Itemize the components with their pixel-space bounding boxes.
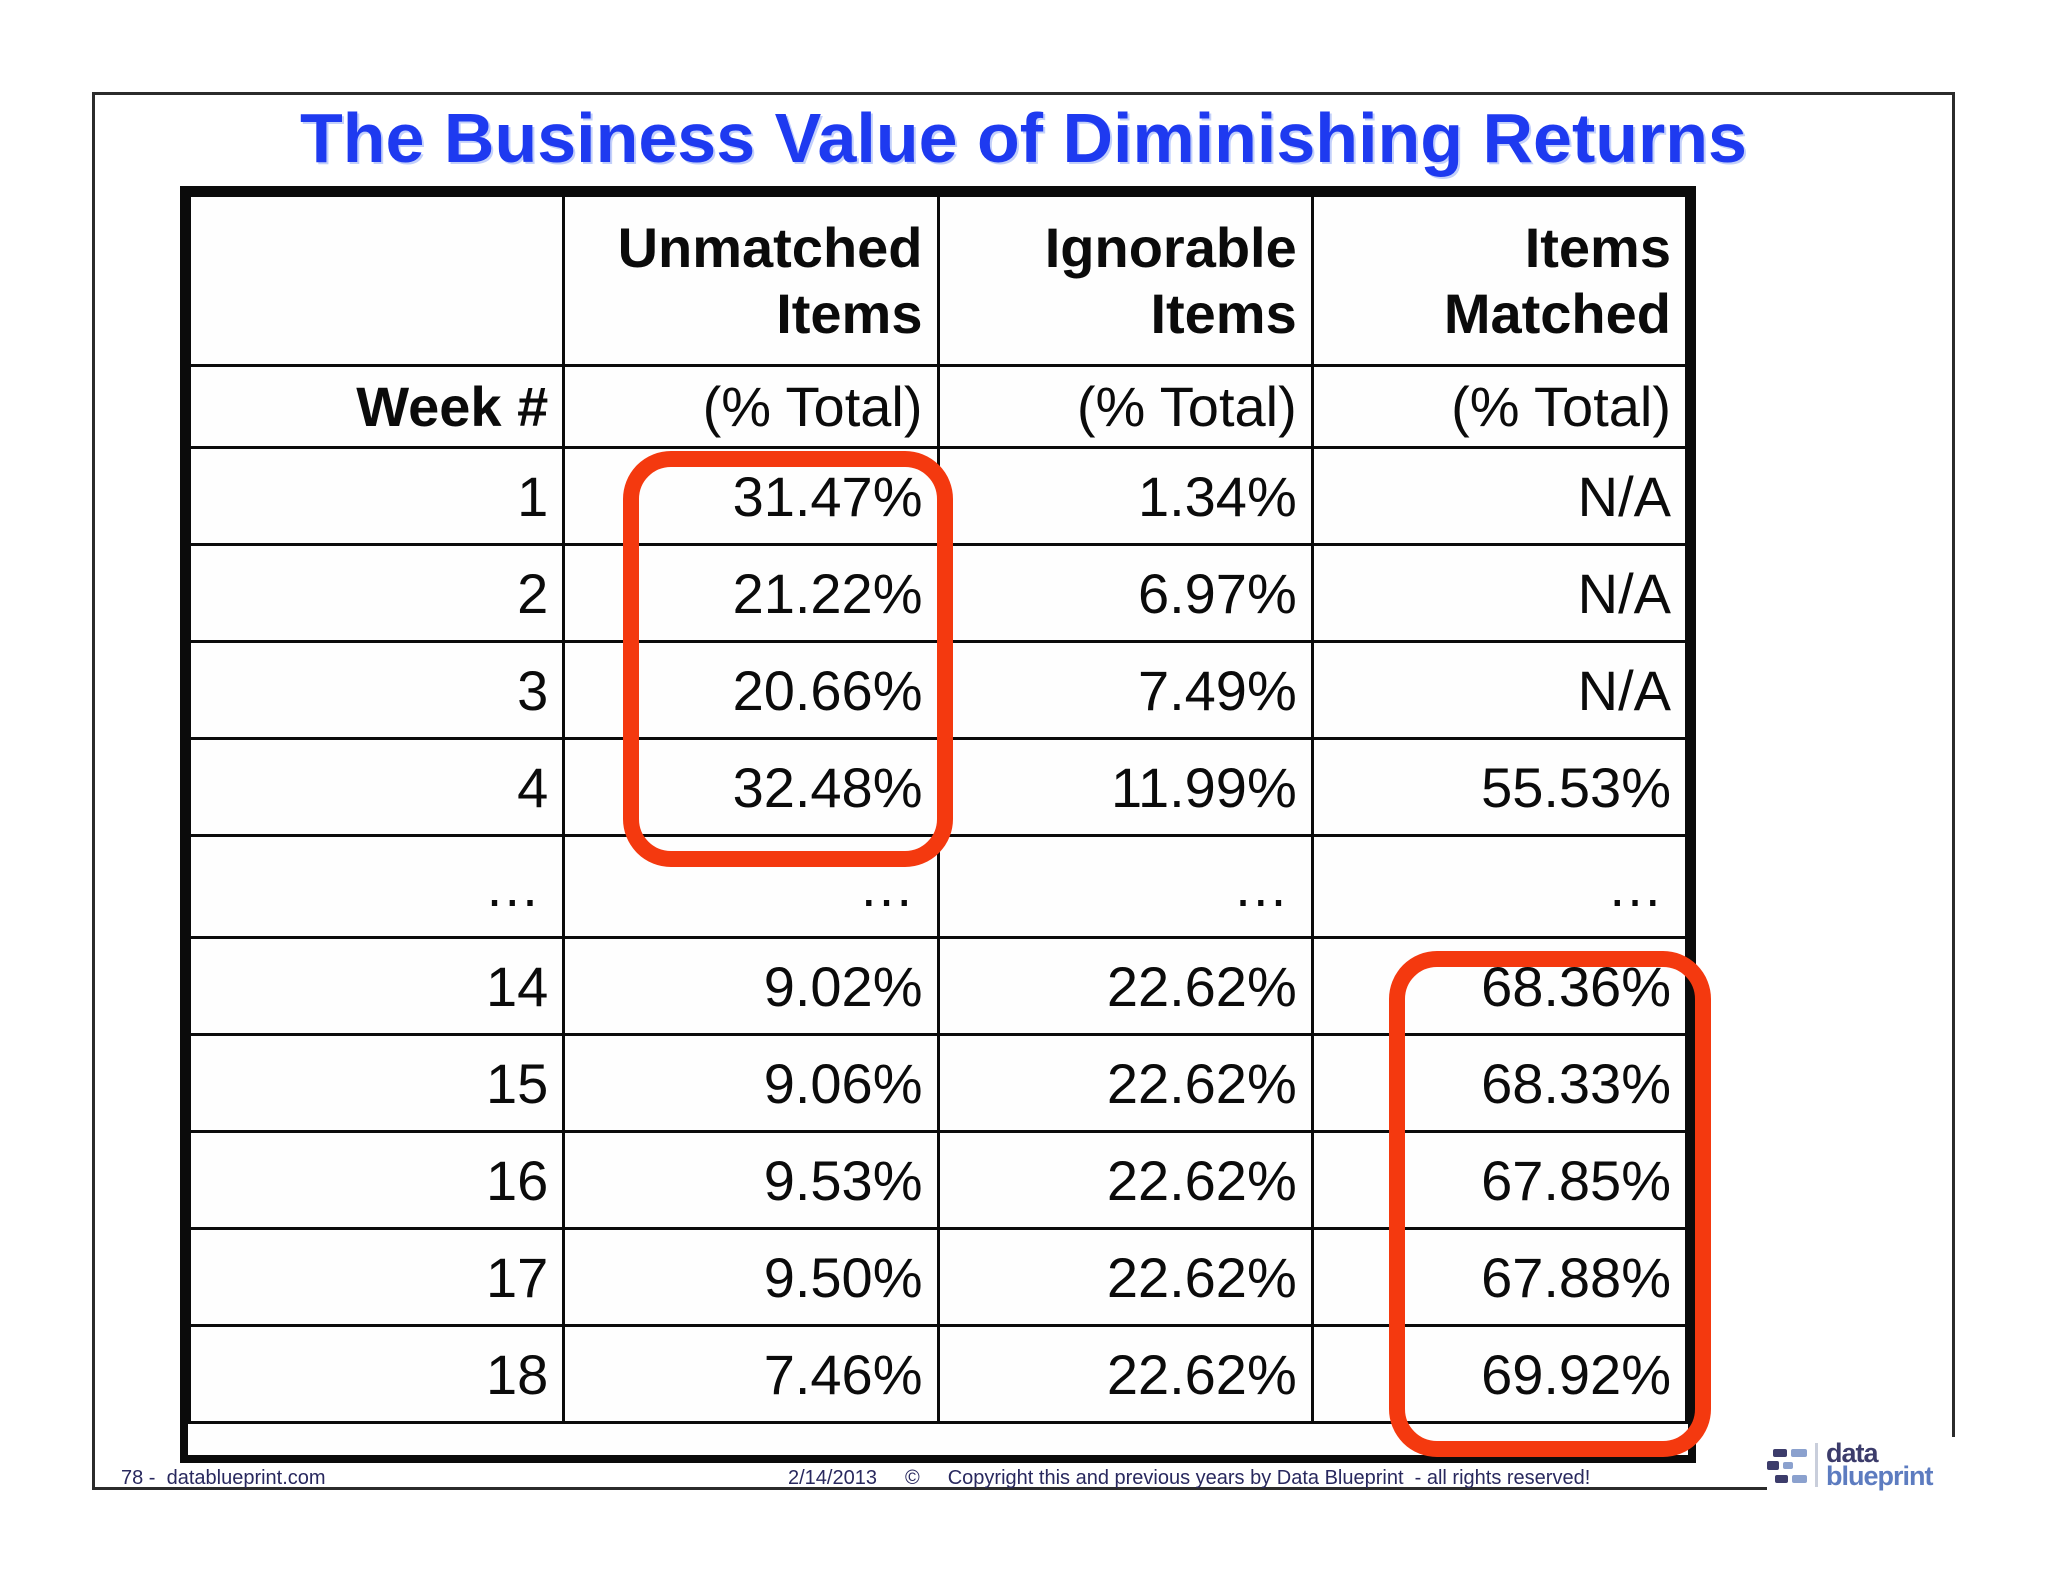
table-row-week-15: 15 9.06% 22.62% 68.33% bbox=[188, 1033, 1688, 1133]
footer-copyright: 2/14/2013 © Copyright this and previous … bbox=[788, 1467, 1590, 1490]
table-cell: … bbox=[188, 834, 566, 939]
subheader-week: Week # bbox=[188, 364, 566, 449]
col-header-ignorable: Ignorable Items bbox=[936, 194, 1314, 367]
table-cell: 11.99% bbox=[936, 737, 1314, 837]
copyright-symbol-icon: © bbox=[904, 1467, 920, 1489]
table-cell: 7.46% bbox=[562, 1324, 940, 1424]
table-cell: 3 bbox=[188, 640, 566, 740]
col-header-week bbox=[188, 194, 566, 367]
table-cell: 1.34% bbox=[936, 446, 1314, 546]
table-row-week-17: 17 9.50% 22.62% 67.88% bbox=[188, 1227, 1688, 1327]
table-row-ellipsis: … … … … bbox=[188, 834, 1688, 939]
table-cell: 22.62% bbox=[936, 1033, 1314, 1133]
slide-title: The Business Value of Diminishing Return… bbox=[300, 99, 1747, 177]
table-cell: 22.62% bbox=[936, 1130, 1314, 1230]
table-cell: … bbox=[936, 834, 1314, 939]
table-cell: 22.62% bbox=[936, 1324, 1314, 1424]
table-cell: 1 bbox=[188, 446, 566, 546]
data-table-frame: Unmatched Items Ignorable Items Items Ma… bbox=[180, 186, 1696, 1463]
footer-date: 2/14/2013 bbox=[788, 1467, 877, 1489]
table-cell: 18 bbox=[188, 1324, 566, 1424]
table-cell: 22.62% bbox=[936, 936, 1314, 1036]
logo-separator bbox=[1815, 1443, 1818, 1487]
table-cell: 7.49% bbox=[936, 640, 1314, 740]
table-cell: N/A bbox=[1310, 640, 1688, 740]
table-row-week-4: 4 32.48% 11.99% 55.53% bbox=[188, 737, 1688, 837]
table-row-week-1: 1 31.47% 1.34% N/A bbox=[188, 446, 1688, 546]
table-cell: 16 bbox=[188, 1130, 566, 1230]
table-row-week-18: 18 7.46% 22.62% 69.92% bbox=[188, 1324, 1688, 1424]
table-cell: 17 bbox=[188, 1227, 566, 1327]
table-subheader-row: Week # (% Total) (% Total) (% Total) bbox=[188, 364, 1688, 449]
table-cell: 6.97% bbox=[936, 543, 1314, 643]
table-cell: 4 bbox=[188, 737, 566, 837]
footer-page-label: 78 - datablueprint.com bbox=[121, 1467, 326, 1489]
slide: The Business Value of Diminishing Return… bbox=[92, 92, 2048, 1493]
table-cell: 2 bbox=[188, 543, 566, 643]
table-row-week-3: 3 20.66% 7.49% N/A bbox=[188, 640, 1688, 740]
table-cell: 69.92% bbox=[1310, 1324, 1688, 1424]
table-cell: 15 bbox=[188, 1033, 566, 1133]
table-cell: 22.62% bbox=[936, 1227, 1314, 1327]
subheader-unmatched: (% Total) bbox=[562, 364, 940, 449]
data-blueprint-logo: data blueprint bbox=[1767, 1437, 2048, 1493]
table-row-week-16: 16 9.53% 22.62% 67.85% bbox=[188, 1130, 1688, 1230]
logo-word-blueprint: blueprint bbox=[1826, 1461, 1933, 1491]
subheader-ignorable: (% Total) bbox=[936, 364, 1314, 449]
logo-text: data blueprint bbox=[1826, 1438, 1933, 1491]
highlight-unmatched-early-weeks bbox=[623, 451, 953, 867]
table-cell: N/A bbox=[1310, 543, 1688, 643]
table-cell: 67.85% bbox=[1310, 1130, 1688, 1230]
table-cell: 14 bbox=[188, 936, 566, 1036]
table-cell: 9.53% bbox=[562, 1130, 940, 1230]
highlight-items-matched-late-weeks bbox=[1389, 951, 1711, 1457]
data-blueprint-logo-icon bbox=[1767, 1443, 1811, 1487]
table-row-week-2: 2 21.22% 6.97% N/A bbox=[188, 543, 1688, 643]
table-cell: 9.02% bbox=[562, 936, 940, 1036]
col-header-unmatched: Unmatched Items bbox=[562, 194, 940, 367]
table-cell: 67.88% bbox=[1310, 1227, 1688, 1327]
col-header-matched: Items Matched bbox=[1310, 194, 1688, 367]
table-cell: 55.53% bbox=[1310, 737, 1688, 837]
table-header-row: Unmatched Items Ignorable Items Items Ma… bbox=[188, 194, 1688, 367]
table-cell: 9.06% bbox=[562, 1033, 940, 1133]
subheader-matched: (% Total) bbox=[1310, 364, 1688, 449]
table-cell: N/A bbox=[1310, 446, 1688, 546]
footer-copyright-text: Copyright this and previous years by Dat… bbox=[947, 1467, 1591, 1489]
table-cell: … bbox=[1310, 834, 1688, 939]
table-cell: 9.50% bbox=[562, 1227, 940, 1327]
table-cell: 68.33% bbox=[1310, 1033, 1688, 1133]
data-table: Unmatched Items Ignorable Items Items Ma… bbox=[188, 194, 1688, 1424]
logo-word-data: data bbox=[1826, 1438, 1879, 1468]
